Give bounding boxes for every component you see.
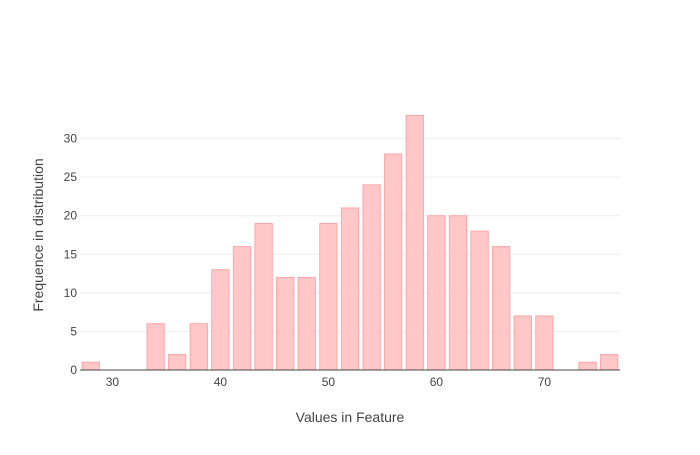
histogram-bar	[168, 354, 187, 371]
histogram-bar	[600, 354, 619, 371]
x-tick-label: 50	[322, 375, 336, 389]
histogram-bar	[384, 153, 403, 371]
histogram-bar	[319, 222, 338, 371]
y-tick-label: 0	[70, 363, 77, 377]
histogram-bar	[81, 361, 100, 371]
histogram-bar	[297, 276, 316, 371]
histogram-bar	[470, 230, 489, 371]
x-tick-label: 60	[430, 375, 444, 389]
y-tick-label: 25	[64, 170, 78, 184]
histogram-bar	[232, 246, 252, 371]
y-tick-label: 20	[64, 209, 78, 223]
histogram-bar	[427, 215, 446, 371]
histogram-bar	[492, 246, 511, 371]
histogram-bar	[362, 184, 381, 371]
y-tick-label: 5	[70, 324, 77, 338]
y-tick-labels: 0 5 10 15 20 25 30	[64, 132, 78, 377]
y-tick-label: 10	[64, 286, 78, 300]
histogram-bar	[405, 114, 424, 371]
histogram-bar	[189, 323, 208, 371]
histogram-bar	[578, 361, 597, 371]
histogram-bar	[513, 315, 532, 371]
y-tick-label: 15	[64, 247, 78, 261]
histogram-bar	[340, 207, 360, 371]
x-tick-label: 70	[538, 375, 552, 389]
histogram-bar	[146, 323, 165, 371]
histogram-bar	[211, 269, 230, 371]
histogram-bar	[535, 315, 554, 371]
y-tick-label: 30	[64, 132, 78, 146]
x-tick-label: 40	[214, 375, 228, 389]
x-tick-labels: 30 40 50 60 70	[106, 375, 552, 389]
histogram-bar	[448, 215, 468, 371]
histogram-bar	[254, 222, 273, 371]
histogram-bar	[276, 276, 295, 371]
x-tick-label: 30	[106, 375, 120, 389]
bars-layer	[81, 114, 619, 371]
x-axis-title: Values in Feature	[296, 409, 405, 425]
y-axis-title: Frequence in distribution	[30, 158, 46, 311]
